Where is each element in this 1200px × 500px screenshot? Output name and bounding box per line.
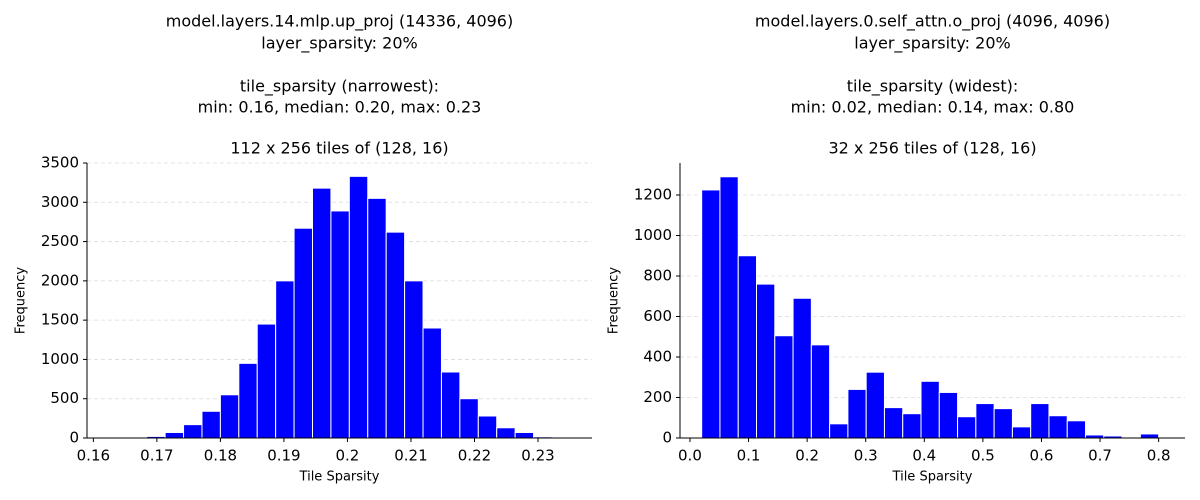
- y-tick-label: 1000: [41, 350, 79, 368]
- y-tick-label: 800: [643, 266, 672, 284]
- y-tick-label: 2000: [41, 271, 79, 289]
- bar: [312, 187, 332, 439]
- bar: [1048, 415, 1068, 439]
- y-tick-label: 0: [69, 429, 79, 447]
- bar: [993, 408, 1013, 439]
- y-tick-label: 0: [662, 429, 672, 447]
- bar: [293, 227, 314, 439]
- bar: [847, 388, 867, 439]
- x-tick-label: 0.2: [795, 447, 819, 465]
- bar: [810, 344, 831, 439]
- chart-title: layer_sparsity: 20%: [854, 34, 1010, 54]
- y-tick-label: 1000: [634, 226, 672, 244]
- x-tick-label: 0.19: [267, 447, 300, 465]
- x-tick-label: 0.23: [521, 447, 554, 465]
- bar: [164, 432, 185, 439]
- bar: [459, 398, 479, 439]
- y-tick-label: 3000: [41, 193, 79, 211]
- bar: [756, 283, 776, 439]
- bar: [737, 255, 758, 439]
- x-tick-label: 0.0: [678, 447, 702, 465]
- bar: [957, 416, 977, 439]
- x-tick-label: 0.17: [140, 447, 173, 465]
- bar: [256, 323, 277, 439]
- x-tick-label: 0.18: [204, 447, 237, 465]
- bar: [183, 424, 203, 439]
- bar: [865, 371, 885, 439]
- bar: [238, 362, 258, 439]
- bar: [385, 231, 406, 439]
- x-tick-label: 0.16: [77, 447, 110, 465]
- bar: [792, 297, 812, 439]
- bar: [902, 413, 922, 439]
- bar: [219, 394, 240, 439]
- y-tick-label: 600: [643, 307, 672, 325]
- chart-subtitle: tile_sparsity (narrowest):: [240, 77, 439, 97]
- bar: [330, 210, 350, 439]
- bar: [477, 415, 498, 439]
- chart-title: model.layers.0.self_attn.o_proj (4096, 4…: [755, 12, 1110, 32]
- y-axis-label: Frequency: [14, 267, 29, 334]
- y-tick-label: 400: [643, 347, 672, 365]
- bar: [975, 403, 995, 439]
- y-tick-label: 2500: [41, 232, 79, 250]
- bar: [514, 432, 535, 439]
- x-tick-label: 0.8: [1147, 447, 1171, 465]
- x-tick-label: 0.7: [1088, 447, 1112, 465]
- bar: [774, 335, 794, 439]
- bar: [701, 189, 721, 439]
- y-axis-label: Frequency: [607, 267, 622, 334]
- bar: [829, 423, 849, 439]
- bar: [920, 380, 940, 439]
- chart-title: layer_sparsity: 20%: [261, 34, 417, 54]
- x-tick-label: 0.22: [458, 447, 491, 465]
- chart-subtitle: tile_sparsity (widest):: [847, 77, 1019, 97]
- y-tick-label: 1200: [634, 185, 672, 203]
- y-tick-label: 1500: [41, 311, 79, 329]
- bar: [440, 371, 461, 439]
- bar: [719, 176, 739, 439]
- x-tick-label: 0.6: [1030, 447, 1054, 465]
- bar: [1011, 426, 1032, 439]
- x-tick-label: 0.5: [971, 447, 995, 465]
- x-tick-label: 0.2: [336, 447, 360, 465]
- y-tick-label: 500: [50, 389, 79, 407]
- x-tick-label: 0.21: [394, 447, 427, 465]
- bar: [938, 391, 959, 439]
- bar: [201, 410, 221, 439]
- bar: [367, 197, 387, 439]
- x-axis-label: Tile Sparsity: [892, 470, 973, 485]
- chart-subtitle: min: 0.16, median: 0.20, max: 0.23: [198, 98, 482, 117]
- y-tick-label: 3500: [41, 154, 79, 172]
- x-tick-label: 0.3: [854, 447, 878, 465]
- y-tick-label: 200: [643, 388, 672, 406]
- x-axis-label: Tile Sparsity: [299, 470, 380, 485]
- chart-subtitle: min: 0.02, median: 0.14, max: 0.80: [791, 98, 1075, 117]
- bar: [275, 280, 295, 439]
- x-tick-label: 0.1: [737, 447, 761, 465]
- axes-title: 32 x 256 tiles of (128, 16): [828, 139, 1036, 158]
- axes-title: 112 x 256 tiles of (128, 16): [230, 139, 448, 158]
- bar: [1066, 420, 1087, 439]
- bar: [348, 175, 369, 439]
- bar: [1139, 433, 1160, 439]
- bar: [496, 427, 516, 439]
- bar: [404, 280, 424, 439]
- bar: [422, 327, 442, 439]
- bar: [883, 407, 904, 439]
- chart-title: model.layers.14.mlp.up_proj (14336, 4096…: [166, 12, 513, 32]
- bar: [1030, 403, 1050, 439]
- x-tick-label: 0.4: [912, 447, 936, 465]
